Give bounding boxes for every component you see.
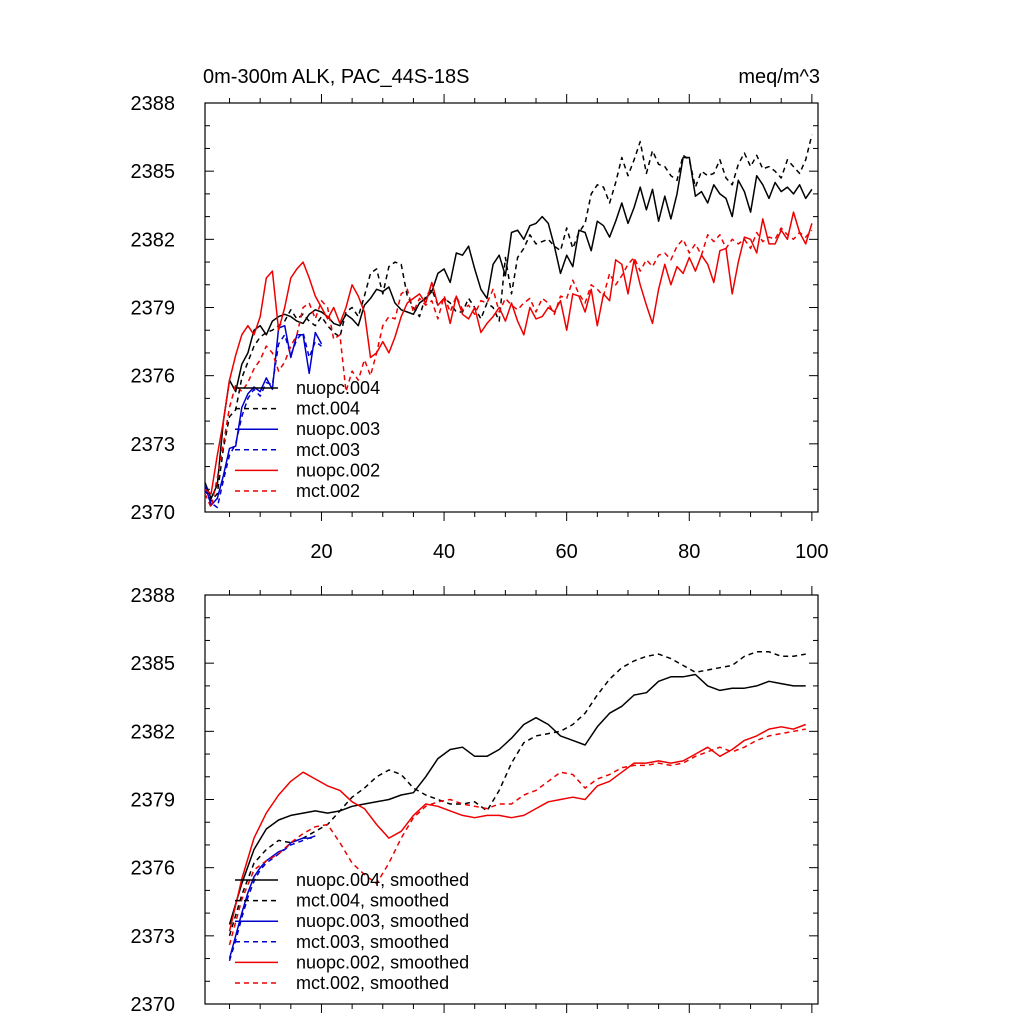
y-tick-label: 2373 (131, 434, 176, 456)
units-label: meq/m^3 (738, 66, 820, 88)
x-tick-label: 20 (310, 541, 332, 563)
series-line-mct-004-smoothed (228, 651, 806, 937)
y-tick-label: 2388 (131, 93, 176, 115)
legend-label: nuopc.003, smoothed (296, 911, 469, 931)
y-tick-label: 2379 (131, 298, 176, 320)
bottom-panel: 2370 2373 2376 2379 2382 2385 2388 nuopc.004, s… (131, 585, 819, 1016)
legend-label: nuopc.002 (296, 460, 380, 480)
y-tick-label: 2373 (131, 926, 176, 948)
x-tick-label: 40 (433, 541, 455, 563)
y-tick-label: 2379 (131, 790, 176, 812)
chart-title: 0m-300m ALK, PAC_44S-18S (203, 66, 469, 88)
legend-label: nuopc.003 (296, 419, 380, 439)
series-line-nuopc-004-smoothed (228, 673, 806, 925)
legend-label: mct.004 (296, 399, 360, 419)
legend-label: nuopc.002, smoothed (296, 952, 469, 972)
y-tick-label: 2376 (131, 366, 176, 388)
legend-label: mct.003 (296, 440, 360, 460)
legend-label: mct.003, smoothed (296, 932, 449, 952)
top-panel: 0m-300m ALK, PAC_44S-18S meq/m^3 2370 237… (131, 66, 829, 563)
y-tick-label: 2385 (131, 653, 176, 675)
y-tick-label: 2382 (131, 721, 176, 743)
legend-label: nuopc.004 (296, 378, 380, 398)
y-tick-label: 2370 (131, 994, 176, 1016)
y-tick-label: 2382 (131, 229, 176, 251)
y-tick-label: 2388 (131, 585, 176, 607)
legend-label: mct.002 (296, 481, 360, 501)
x-tick-label: 80 (678, 541, 700, 563)
series-line-mct-003 (204, 331, 322, 509)
series-line-mct-002 (204, 227, 813, 509)
x-tick-label: 100 (795, 541, 828, 563)
y-tick-label: 2370 (131, 502, 176, 524)
series-line-nuopc-002 (204, 211, 813, 495)
y-tick-label: 2376 (131, 858, 176, 880)
legend-label: mct.004, smoothed (296, 891, 449, 911)
series-line-mct-003-smoothed (228, 837, 316, 962)
series-line-nuopc-004 (204, 156, 813, 500)
series-line-mct-004 (204, 134, 813, 502)
x-tick-label: 60 (556, 541, 578, 563)
legend-label: mct.002, smoothed (296, 973, 449, 993)
series-line-nuopc-002-smoothed (228, 723, 806, 932)
series-line-nuopc-003-smoothed (228, 835, 316, 959)
y-tick-label: 2385 (131, 161, 176, 183)
legend-label: nuopc.004, smoothed (296, 870, 469, 890)
series-line-mct-002-smoothed (228, 728, 806, 946)
series-line-nuopc-003 (204, 324, 323, 506)
